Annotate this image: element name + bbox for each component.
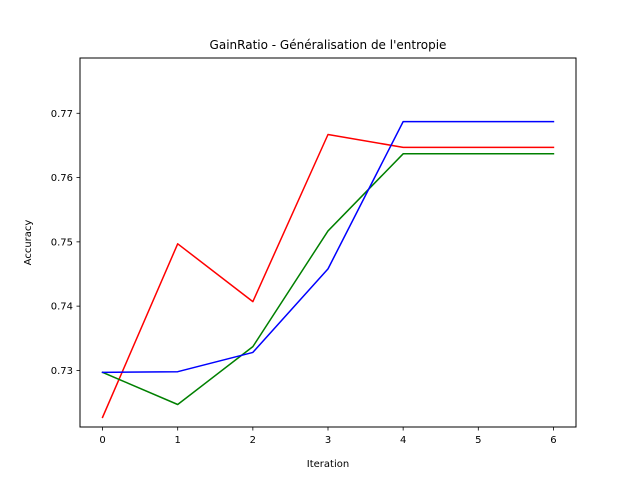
y-tick-label: 0.73 — [51, 366, 73, 377]
y-axis: 0.73 0.74 0.75 0.76 0.77 — [51, 109, 80, 377]
series-line-2 — [101, 120, 555, 374]
y-tick-label: 0.74 — [51, 302, 73, 313]
x-tick-label: 2 — [250, 435, 256, 446]
x-axis: 0 1 2 3 4 5 6 — [99, 427, 557, 446]
x-tick-label: 0 — [99, 435, 105, 446]
y-axis-label: Accuracy — [23, 220, 34, 266]
x-tick-label: 6 — [550, 435, 556, 446]
y-tick-label: 0.77 — [51, 109, 73, 120]
x-tick-label: 3 — [325, 435, 331, 446]
series-line-0 — [101, 133, 555, 419]
series-line-1 — [101, 153, 555, 406]
x-tick-label: 5 — [475, 435, 481, 446]
x-axis-label: Iteration — [307, 459, 349, 470]
x-tick-label: 4 — [400, 435, 406, 446]
x-tick-label: 1 — [175, 435, 181, 446]
chart-title: GainRatio - Généralisation de l'entropie — [210, 38, 447, 52]
series-layer — [101, 120, 555, 419]
y-tick-label: 0.76 — [51, 173, 73, 184]
y-tick-label: 0.75 — [51, 237, 73, 248]
